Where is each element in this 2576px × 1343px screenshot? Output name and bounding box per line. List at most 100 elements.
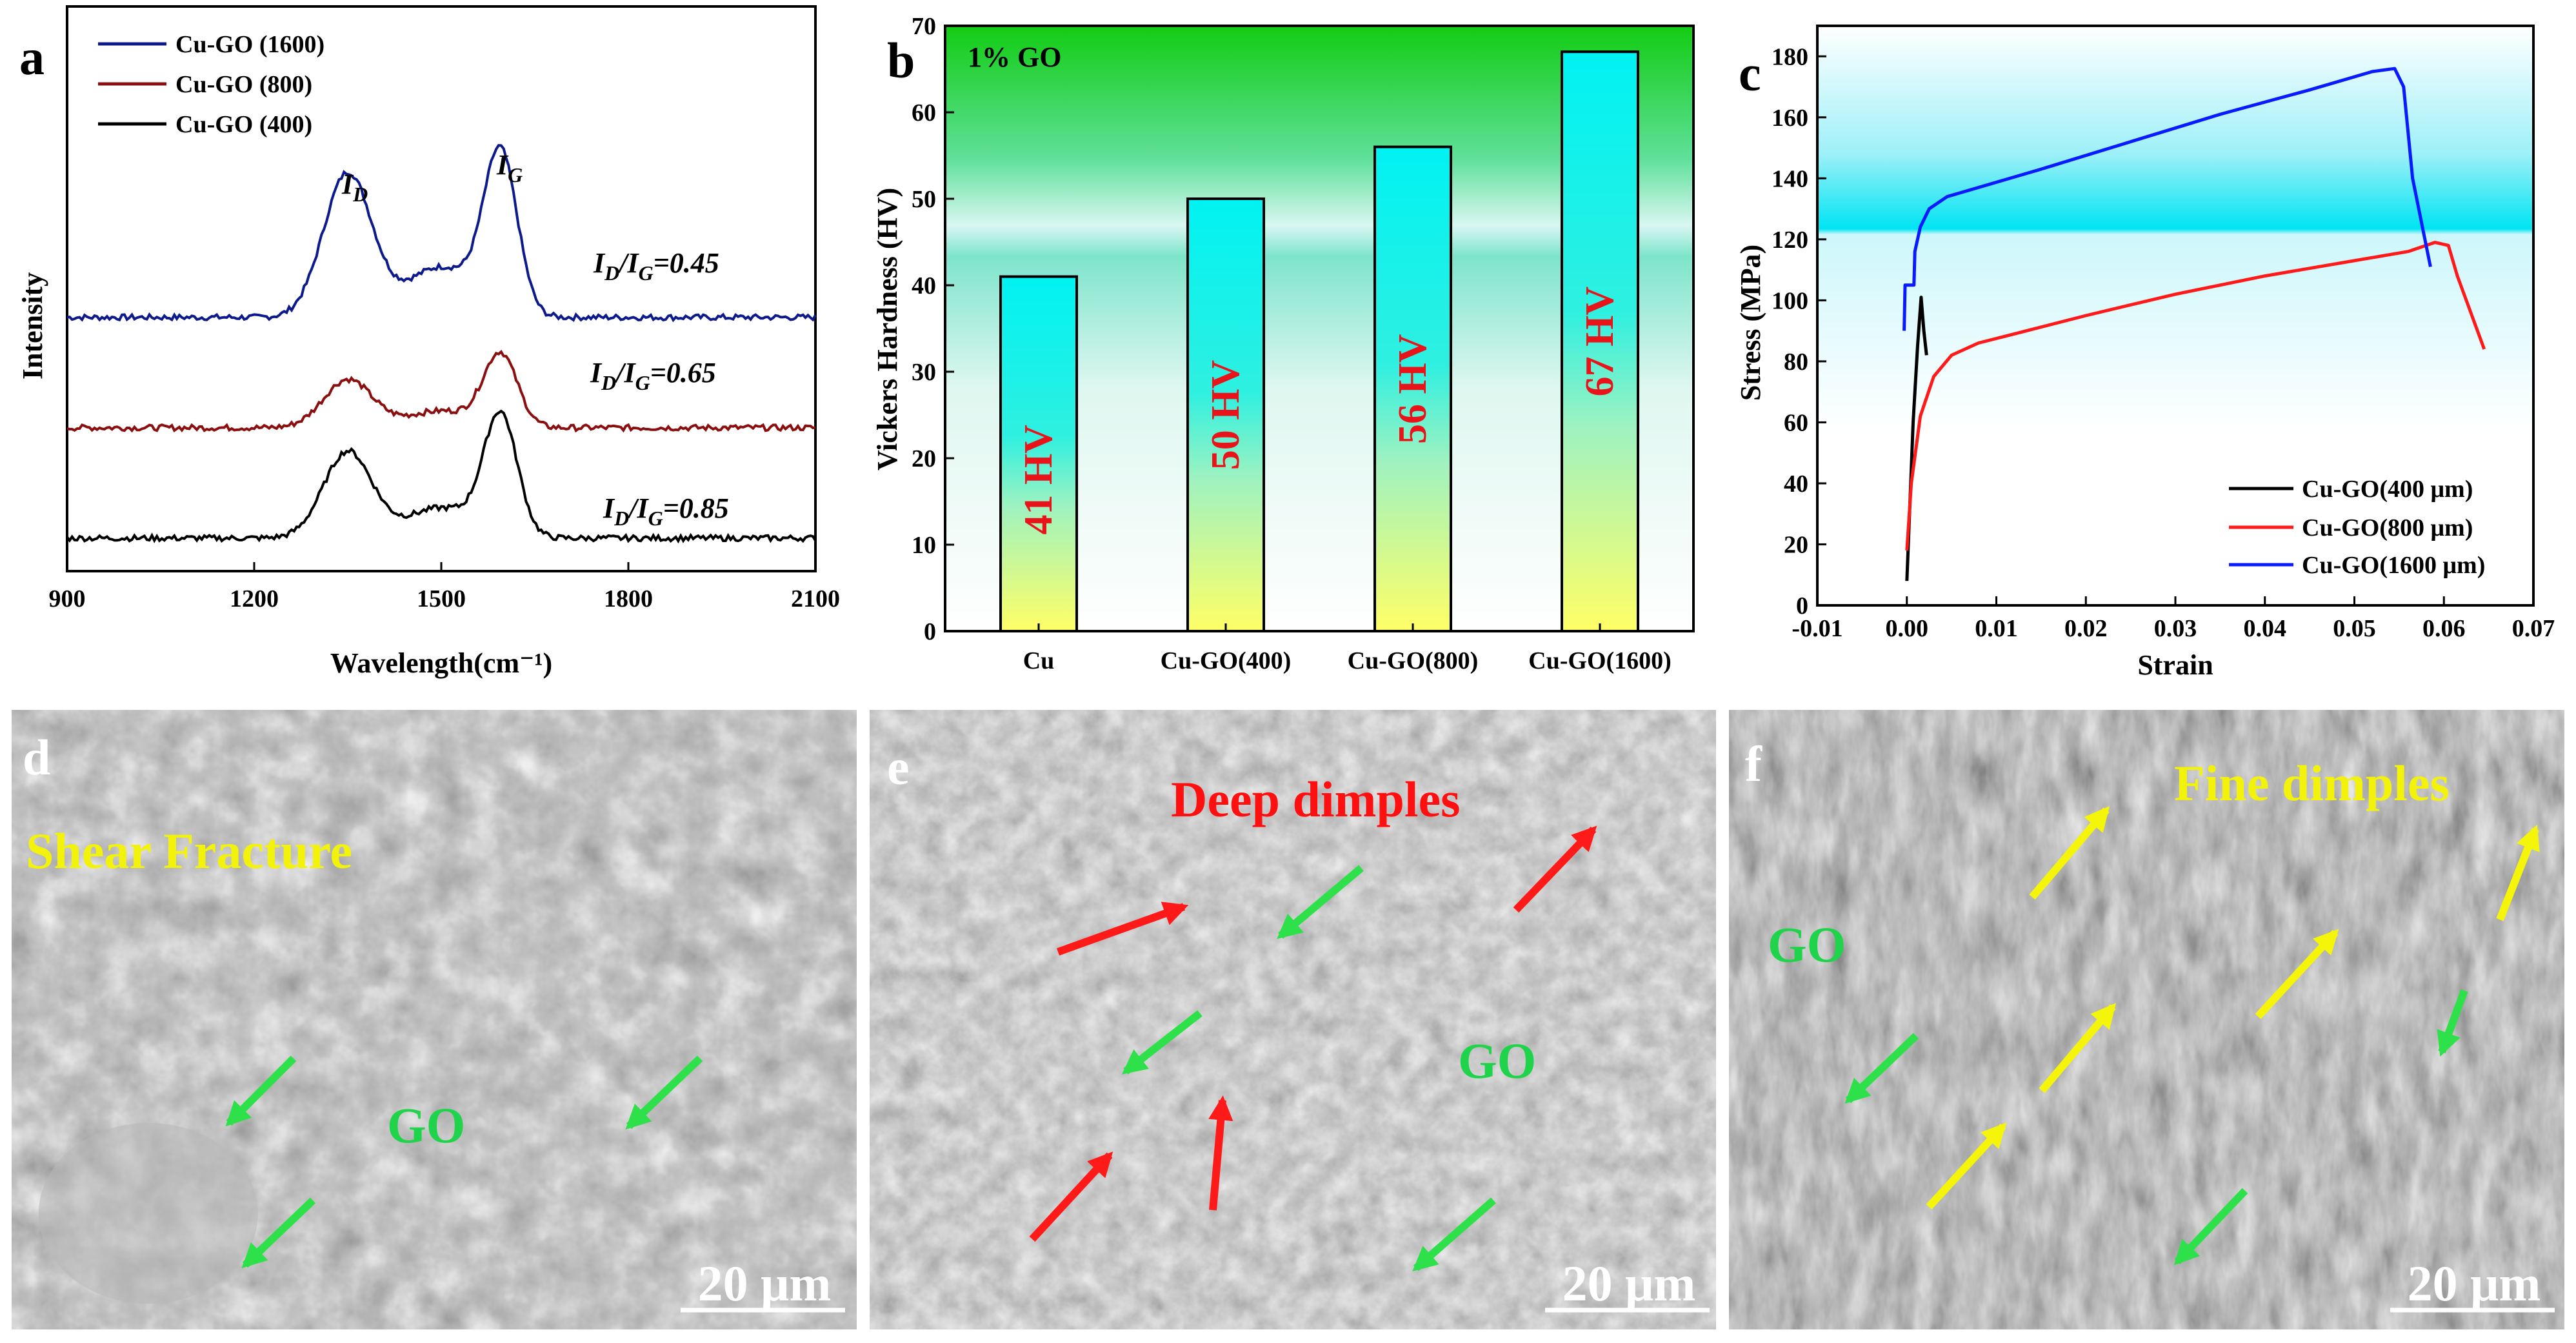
hardness-value-label: 41 HV [1017, 425, 1061, 535]
panel-a-xlabel: Wavelength(cm⁻¹) [330, 647, 552, 679]
panel-b-title: 1% GO [968, 41, 1061, 73]
panel-a-legend: Cu-GO (1600) Cu-GO (800) Cu-GO (400) [98, 31, 324, 138]
dimple-arrow [1926, 1122, 2007, 1210]
panel-c-frame [1816, 25, 2535, 607]
panel-b-hardness-chart: 41 HV 50 HV 56 HV 67 HV 0 10 20 30 40 50 60 70 Cu Cu… [872, 13, 1695, 674]
panel-c-ytick-label: 100 [1772, 287, 1808, 314]
panel-c-ytick-label: 80 [1784, 348, 1808, 376]
panel-b-category-label: Cu-GO(1600) [1528, 647, 1672, 674]
panel-a-xtick-label: 2100 [791, 585, 840, 612]
go-arrow [2437, 989, 2468, 1057]
panel-c-ytick-label: 140 [1772, 165, 1808, 192]
panel-e-sem-image: e Deep dimples GO 20 μm [870, 710, 1716, 1329]
panel-c-xtick-label: 0.01 [1975, 615, 2018, 642]
dimple-arrow [2496, 824, 2540, 922]
legend-label-c-1600: Cu-GO(1600 μm) [2302, 552, 2485, 579]
hardness-bar [1186, 197, 1265, 632]
panel-b-ytick-label: 30 [912, 359, 936, 386]
raman-series-line [66, 349, 816, 433]
panel-b-ytick-label: 40 [912, 272, 936, 299]
dimple-arrow [1056, 902, 1189, 956]
raman-series-line [66, 144, 817, 323]
panel-c-ytick-label: 180 [1772, 43, 1808, 70]
panel-c-xtick-label: 0.03 [2154, 615, 2197, 642]
stress-strain-curve [1902, 66, 2432, 331]
panel-c-ytick-label: 160 [1772, 105, 1808, 132]
panel-b-ytick-label: 20 [912, 445, 936, 472]
panel-c-ylabel: Stress (MPa) [1735, 245, 1766, 401]
scale-label-e: 20 μm [1563, 1255, 1696, 1311]
panel-f-go-label: GO [1768, 916, 1846, 973]
ratio-label-800: ID/IG=0.65 [590, 357, 716, 394]
panel-c-xtick-label: 0.05 [2333, 615, 2376, 642]
go-arrow [225, 1055, 297, 1127]
panel-a-ylabel: Intensity [17, 272, 48, 379]
panel-c-stress-strain-chart: 0 20 40 60 80 100 120 140 160 180 -0.01 0.00 0.01 0.0… [1735, 25, 2555, 681]
legend-label-800: Cu-GO (800) [175, 71, 312, 98]
panel-a-label: a [19, 29, 45, 85]
panel-a-xtick-label: 1800 [604, 585, 653, 612]
legend-label-c-400: Cu-GO(400 μm) [2302, 476, 2473, 503]
stress-strain-curve [1905, 241, 2486, 551]
sem-image-e [870, 710, 1716, 1329]
panel-b-ytick-label: 50 [912, 186, 936, 213]
panel-b-ytick-label: 0 [924, 618, 936, 645]
panel-c-ytick-label: 20 [1784, 531, 1808, 558]
panel-b-category-label: Cu-GO(800) [1348, 647, 1479, 674]
panel-c-xtick-label: 0.04 [2244, 615, 2287, 642]
panel-b-category-label: Cu [1023, 647, 1055, 674]
panel-e-caption: Deep dimples [1171, 771, 1461, 827]
legend-label-400: Cu-GO (400) [175, 111, 312, 138]
go-arrow [1277, 865, 1364, 939]
dimple-arrow [1513, 825, 1597, 913]
panel-d-go-label: GO [387, 1097, 465, 1153]
go-arrow [2173, 1187, 2248, 1266]
panel-a-frame [66, 5, 817, 572]
dimple-arrow [1208, 1095, 1233, 1211]
hardness-bar [999, 275, 1078, 633]
dimple-arrow [1029, 1151, 1113, 1242]
panel-c-legend: Cu-GO(400 μm) Cu-GO(800 μm) Cu-GO(1600 μ… [2229, 476, 2485, 579]
sem-smooth-region [39, 1123, 258, 1304]
panel-f-caption: Fine dimples [2174, 755, 2450, 811]
panel-c-xtick-label: 0.06 [2422, 615, 2466, 642]
panel-c-ytick-label: 60 [1784, 409, 1808, 436]
panel-e-go-label: GO [1458, 1033, 1536, 1089]
panel-b-ytick-label: 70 [912, 13, 936, 40]
panel-a-raman-chart: 900 1200 1500 1800 2100 a Intensity Waveleng… [17, 5, 840, 679]
go-arrow [1121, 1010, 1203, 1075]
panel-d-caption: Shear Fracture [26, 823, 352, 879]
panel-b-ylabel: Vickers Hardness (HV) [872, 188, 903, 470]
panel-b-ytick-label: 60 [912, 99, 936, 126]
hardness-bar [1373, 145, 1452, 633]
go-arrow [1412, 1197, 1496, 1272]
scale-label-d: 20 μm [698, 1255, 832, 1311]
panel-c-ytick-label: 0 [1796, 592, 1808, 620]
dimple-arrow [2039, 1003, 2116, 1093]
raman-series-line [66, 409, 817, 544]
hardness-value-label: 56 HV [1391, 334, 1435, 444]
dimple-arrow [2255, 929, 2339, 1020]
legend-label-c-800: Cu-GO(800 μm) [2302, 514, 2473, 541]
panel-a-xtick-label: 1200 [230, 585, 279, 612]
hardness-value-label: 67 HV [1578, 287, 1622, 397]
panel-c-xtick-label: 0.00 [1886, 615, 1929, 642]
hardness-value-label: 50 HV [1204, 360, 1248, 470]
dimple-arrow [2029, 806, 2110, 900]
panel-d-sem-image: d Shear Fracture GO 20 μm [12, 710, 857, 1329]
go-arrow [625, 1055, 703, 1130]
panel-a-xtick-label: 900 [49, 585, 86, 612]
panel-c-xtick-label: -0.01 [1792, 615, 1842, 642]
panel-c-xtick-label: 0.07 [2512, 615, 2555, 642]
panel-b-label: b [887, 32, 915, 88]
legend-label-1600: Cu-GO (1600) [175, 31, 324, 58]
panel-c-ytick-label: 120 [1772, 227, 1808, 254]
go-arrow [1844, 1033, 1919, 1104]
peak-label-id: ID [341, 168, 368, 206]
panel-b-ytick-label: 10 [912, 532, 936, 559]
panel-c-label: c [1739, 45, 1761, 101]
panel-c-xtick-label: 0.02 [2064, 615, 2108, 642]
panel-e-label: e [887, 739, 910, 795]
